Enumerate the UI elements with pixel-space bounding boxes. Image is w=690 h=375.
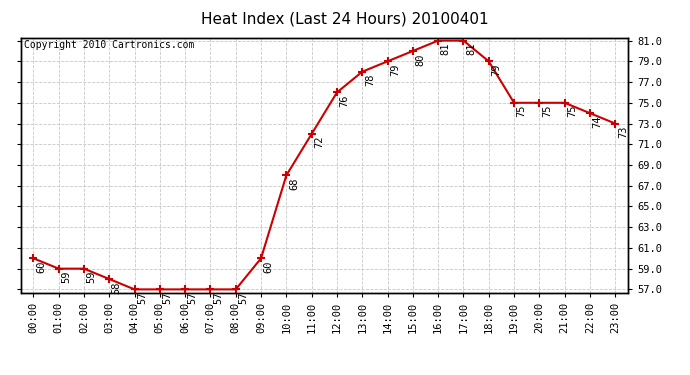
- Text: 75: 75: [517, 105, 526, 117]
- Text: 81: 81: [441, 43, 451, 55]
- Text: 78: 78: [365, 74, 375, 86]
- Text: 57: 57: [238, 291, 248, 304]
- Text: Copyright 2010 Cartronics.com: Copyright 2010 Cartronics.com: [23, 40, 194, 50]
- Text: 60: 60: [36, 260, 46, 273]
- Text: 57: 57: [213, 291, 223, 304]
- Text: 74: 74: [593, 115, 602, 128]
- Text: 73: 73: [618, 126, 628, 138]
- Text: 81: 81: [466, 43, 476, 55]
- Text: 80: 80: [415, 53, 425, 66]
- Text: 58: 58: [112, 281, 121, 294]
- Text: 59: 59: [61, 271, 71, 283]
- Text: 72: 72: [314, 136, 324, 148]
- Text: 68: 68: [289, 177, 299, 190]
- Text: 79: 79: [390, 63, 400, 76]
- Text: 57: 57: [188, 291, 197, 304]
- Text: 76: 76: [339, 94, 349, 107]
- Text: 57: 57: [162, 291, 172, 304]
- Text: Heat Index (Last 24 Hours) 20100401: Heat Index (Last 24 Hours) 20100401: [201, 11, 489, 26]
- Text: 75: 75: [542, 105, 552, 117]
- Text: 60: 60: [264, 260, 273, 273]
- Text: 59: 59: [86, 271, 97, 283]
- Text: 57: 57: [137, 291, 147, 304]
- Text: 79: 79: [491, 63, 501, 76]
- Text: 75: 75: [567, 105, 577, 117]
